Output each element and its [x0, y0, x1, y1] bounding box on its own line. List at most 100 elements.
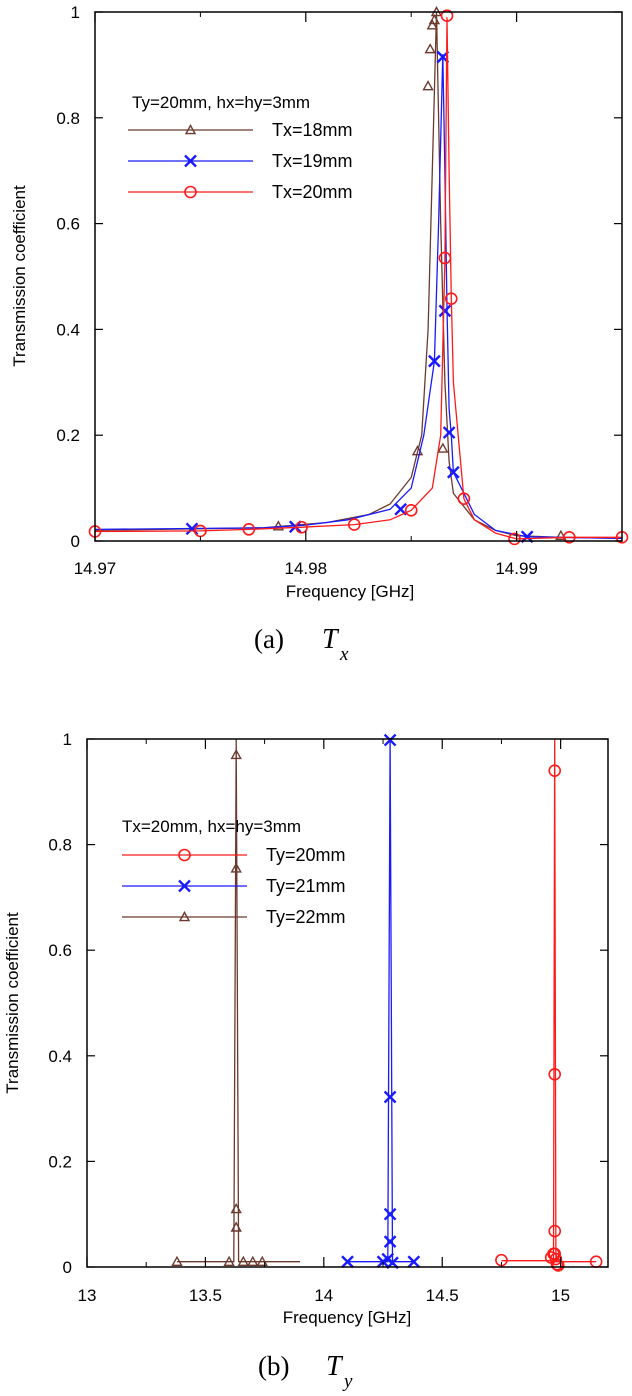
data-point-b-0 [550, 1258, 564, 1271]
data-point-a-2 [404, 504, 418, 517]
caption-subscript-b: y [342, 1371, 353, 1392]
y-tick-label: 0 [63, 1258, 72, 1277]
data-point-a-0 [555, 529, 567, 541]
x-tick-label: 13.5 [189, 1286, 222, 1305]
x-axis-label-a: Frequency [GHz] [286, 582, 415, 601]
data-point-a-1 [447, 465, 460, 479]
legend-marker-b-2 [178, 911, 191, 922]
x-tick-label: 14.98 [285, 559, 328, 578]
y-tick-label: 0.8 [48, 836, 72, 855]
chart-panel-a: 0 0.2 0.4 0.6 0.8 1 14.97 14.98 14.99 Frequency … [10, 3, 629, 665]
data-point-b-0 [548, 764, 562, 777]
y-tick-label: 0.6 [56, 215, 80, 234]
legend-a: Tx=18mm Tx=19mm Tx=20mm [128, 120, 353, 202]
data-point-a-2 [347, 518, 361, 531]
data-point-b-2 [230, 1221, 242, 1232]
data-point-a-2 [508, 532, 521, 546]
data-point-a-0 [272, 520, 285, 531]
data-point-b-2 [171, 1255, 183, 1267]
y-axis-label-a: Transmission coefficient [10, 185, 29, 367]
data-point-a-1 [438, 304, 452, 318]
x-tick-label: 14 [314, 1286, 333, 1305]
y-tick-label: 1 [63, 730, 72, 749]
data-point-b-1 [383, 1090, 397, 1104]
legend-title-b: Tx=20mm, hx=hy=3mm [122, 817, 301, 836]
data-point-a-2 [295, 520, 308, 534]
y-axis-label-b: Transmission coefficient [3, 912, 22, 1094]
plot-frame-b [86, 738, 609, 1268]
data-point-a-2 [440, 9, 454, 23]
plot-frame-a [94, 11, 623, 542]
caption-label-b: (b) [258, 1351, 289, 1381]
legend-label-b-0: Ty=20mm [266, 845, 346, 865]
data-point-a-2 [242, 523, 256, 536]
legend-label-a-1: Tx=19mm [272, 151, 353, 171]
data-point-a-1 [428, 354, 441, 368]
legend-label-b-1: Ty=21mm [266, 876, 346, 896]
y-tick-label: 0.6 [48, 941, 72, 960]
legend-label-b-2: Ty=22mm [266, 907, 346, 927]
data-point-b-1 [383, 1235, 397, 1249]
caption-subscript-a: x [339, 644, 349, 665]
series-line-b-0 [501, 738, 597, 1263]
data-point-b-0 [548, 1067, 562, 1081]
legend-marker-b-1 [178, 879, 191, 893]
legend-marker-a-0 [184, 124, 197, 135]
legend-b: Ty=20mm Ty=21mm Ty=22mm [122, 845, 346, 927]
legend-marker-a-1 [184, 154, 197, 168]
plot-marks-a [88, 6, 629, 546]
x-tick-label: 14.97 [74, 559, 117, 578]
chart-panel-b: 0 0.2 0.4 0.6 0.8 1 13 13.5 14 14.5 15 Frequency [… [3, 730, 609, 1392]
x-axis-label-b: Frequency [GHz] [283, 1308, 412, 1327]
data-point-b-1 [383, 733, 397, 747]
legend-marker-b-0 [178, 848, 191, 862]
data-point-a-0 [422, 80, 434, 91]
y-tick-label: 0.2 [48, 1152, 72, 1171]
data-point-b-2 [247, 1255, 259, 1267]
caption-symbol-b: T [326, 1351, 344, 1382]
data-point-a-0 [426, 19, 438, 30]
y-tick-label: 0.2 [56, 426, 80, 445]
data-point-a-1 [442, 426, 456, 439]
caption-label-a: (a) [254, 624, 284, 654]
x-tick-label: 14.99 [495, 559, 538, 578]
data-point-a-0 [424, 43, 436, 54]
series-line-a-0 [94, 11, 623, 540]
data-point-b-2 [230, 862, 242, 873]
data-point-b-1 [341, 1255, 354, 1269]
data-point-a-2 [438, 251, 452, 265]
legend-marker-a-2 [184, 185, 197, 199]
data-point-a-2 [457, 492, 471, 505]
data-point-a-2 [444, 292, 458, 306]
data-point-b-0 [548, 1224, 562, 1238]
data-point-b-0 [549, 1252, 563, 1266]
y-tick-label: 0.4 [56, 320, 80, 339]
data-point-a-0 [428, 13, 441, 25]
legend-title-a: Ty=20mm, hx=hy=3mm [132, 93, 310, 112]
y-tick-label: 0.8 [56, 109, 80, 128]
series-line-b-1 [347, 738, 414, 1263]
y-tick-label: 1 [71, 3, 80, 22]
data-point-a-2 [562, 530, 576, 544]
caption-symbol-a: T [322, 624, 340, 655]
y-tick-label: 0 [71, 532, 80, 551]
legend-label-a-0: Tx=18mm [272, 120, 353, 140]
y-tick-label: 0.4 [48, 1047, 72, 1066]
tick-marks-b: 0 0.2 0.4 0.6 0.8 1 13 13.5 14 14.5 15 [48, 730, 608, 1305]
data-point-b-2 [230, 1202, 242, 1214]
x-tick-label: 13 [78, 1286, 97, 1305]
series-line-a-1 [94, 54, 623, 540]
data-point-b-0 [551, 1259, 565, 1272]
data-point-b-2 [256, 1255, 268, 1267]
tick-marks-a: 0 0.2 0.4 0.6 0.8 1 14.97 14.98 14.99 [56, 3, 622, 578]
data-point-b-2 [230, 748, 242, 760]
x-tick-label: 14.5 [426, 1286, 459, 1305]
data-point-b-1 [407, 1255, 421, 1269]
data-point-a-0 [437, 442, 449, 453]
data-point-b-2 [237, 1255, 249, 1267]
legend-label-a-2: Tx=20mm [272, 182, 353, 202]
data-point-b-1 [383, 1207, 397, 1221]
x-tick-label: 15 [551, 1286, 570, 1305]
data-point-b-2 [223, 1255, 235, 1267]
